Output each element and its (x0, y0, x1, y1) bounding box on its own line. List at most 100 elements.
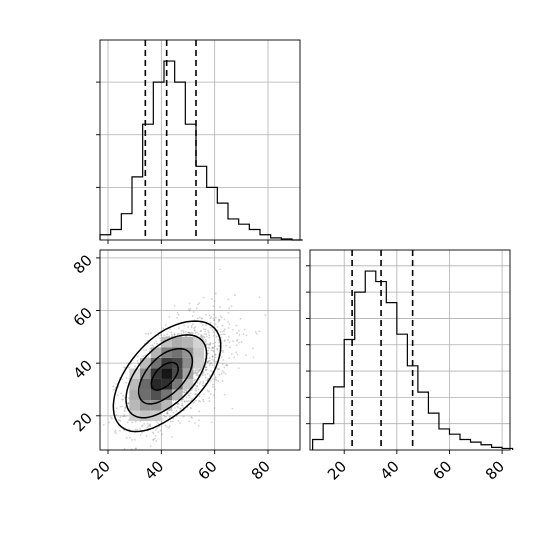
scatter-point (198, 302, 201, 304)
scatter-point (155, 440, 158, 442)
scatter-point (211, 346, 214, 349)
scatter-point (212, 317, 215, 320)
scatter-point (207, 329, 210, 332)
density-cell (129, 368, 140, 379)
scatter-point (218, 319, 221, 322)
histogram-bin (407, 366, 418, 450)
density-cell (161, 368, 172, 379)
scatter-point (227, 321, 229, 323)
scatter-point (198, 316, 201, 319)
scatter-point (168, 425, 171, 428)
scatter-point (190, 397, 193, 400)
histogram-bin (439, 429, 450, 450)
scatter-point (202, 324, 204, 326)
scatter-point (179, 422, 181, 424)
scatter-point (230, 305, 233, 308)
scatter-point (198, 399, 201, 402)
scatter-point (214, 356, 217, 359)
scatter-point (182, 415, 185, 418)
scatter-point (227, 327, 230, 329)
density-cell (140, 368, 151, 379)
scatter-point (149, 332, 152, 335)
histogram-bin (334, 387, 345, 450)
scatter-point (197, 303, 199, 306)
scatter-point (204, 366, 207, 369)
scatter-point (159, 337, 162, 340)
scatter-point (195, 374, 198, 376)
scatter-point (168, 427, 170, 429)
scatter-point (223, 366, 226, 369)
scatter-point (213, 300, 216, 302)
scatter-point (200, 329, 202, 332)
density-cell (129, 378, 140, 390)
histogram-bin (100, 235, 111, 240)
y-tick-label: 40 (70, 356, 96, 382)
scatter-point (258, 296, 261, 299)
density-contour (150, 361, 179, 391)
histogram-bin (217, 203, 228, 240)
scatter-point (208, 390, 210, 393)
scatter-point (193, 401, 196, 403)
scatter-point (182, 331, 185, 334)
scatter-point (212, 394, 215, 397)
scatter-point (204, 374, 207, 376)
scatter-point (191, 315, 194, 317)
scatter-point (194, 326, 197, 329)
scatter-point (159, 429, 162, 432)
scatter-point (165, 415, 167, 418)
density-cell (140, 400, 151, 411)
scatter-point (216, 347, 219, 350)
scatter-point (213, 360, 215, 363)
scatter-point (212, 383, 214, 386)
density-cell (150, 368, 162, 379)
scatter-point (145, 452, 147, 454)
scatter-point (173, 334, 176, 337)
scatter-point (206, 373, 209, 375)
scatter-point (183, 400, 186, 402)
scatter-point (223, 330, 225, 332)
scatter-point (209, 362, 211, 365)
scatter-point (188, 309, 191, 312)
scatter-point (183, 391, 186, 394)
scatter-point (195, 389, 198, 392)
scatter-point (108, 421, 110, 424)
scatter-point (232, 340, 234, 343)
scatter-point (207, 346, 210, 349)
scatter-point (227, 335, 230, 338)
scatter-point (156, 427, 158, 430)
scatter-point (141, 425, 143, 428)
scatter-point (212, 378, 214, 380)
scatter-point (198, 383, 201, 385)
scatter-point (166, 333, 169, 336)
scatter-point (145, 435, 148, 437)
axes-frame (99, 39, 301, 241)
scatter-point (204, 328, 207, 331)
scatter-point (198, 369, 201, 372)
scatter-point (218, 373, 221, 376)
scatter-point (191, 331, 193, 334)
scatter-point (115, 432, 118, 435)
scatter-point (213, 345, 216, 348)
scatter-point (206, 361, 209, 363)
density-cell (172, 389, 183, 400)
scatter-point (149, 347, 152, 350)
scatter-point (190, 416, 193, 418)
scatter-point (218, 344, 221, 347)
density-cell (150, 410, 162, 422)
scatter-point (221, 324, 224, 327)
scatter-point (204, 369, 207, 371)
scatter-point (239, 317, 242, 320)
scatter-point (196, 317, 199, 320)
scatter-point (200, 333, 203, 336)
scatter-point (264, 314, 267, 316)
scatter-point (124, 415, 127, 418)
scatter-point (189, 332, 192, 335)
scatter-point (140, 431, 143, 434)
scatter-point (220, 339, 223, 342)
scatter-point (149, 423, 152, 426)
scatter-point (197, 370, 200, 373)
scatter-point (205, 335, 208, 338)
y-tick-label: 80 (70, 251, 96, 277)
scatter-point (166, 425, 168, 428)
scatter-point (217, 380, 220, 382)
